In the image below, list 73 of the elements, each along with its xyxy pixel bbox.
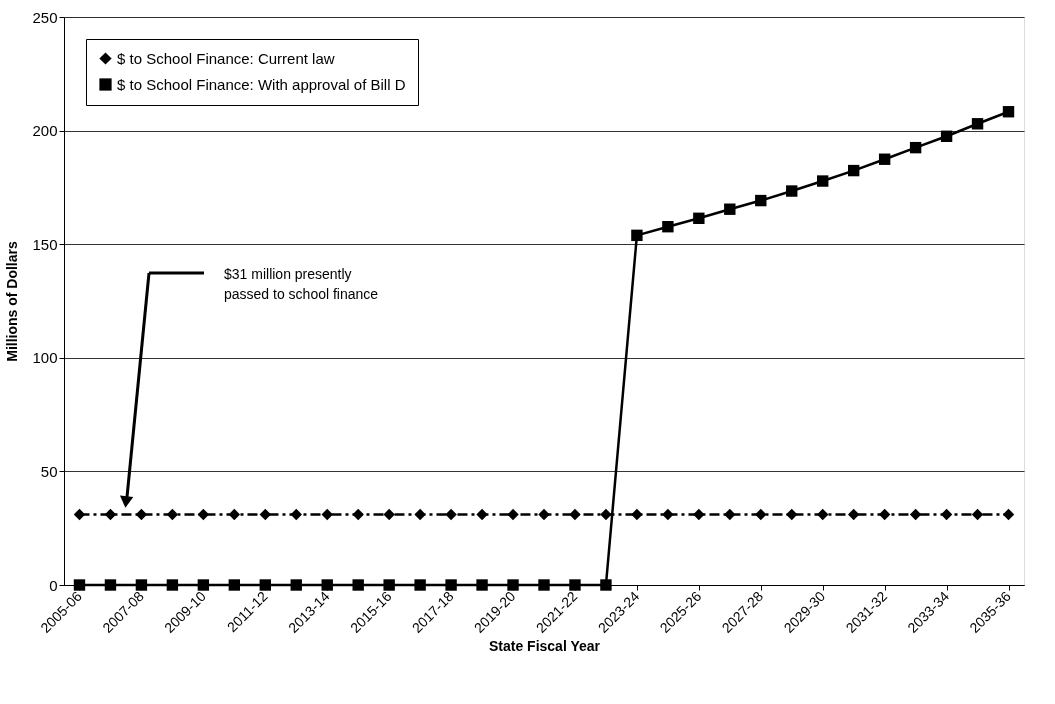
point (569, 508, 581, 521)
point (847, 508, 860, 521)
point (878, 508, 891, 521)
point (321, 508, 333, 521)
point (786, 508, 798, 521)
point (1002, 508, 1015, 521)
point (1002, 106, 1015, 118)
point (940, 130, 953, 142)
point (755, 508, 767, 521)
point (228, 579, 241, 591)
point (817, 508, 829, 521)
point (909, 141, 922, 154)
point (569, 579, 581, 591)
point (197, 579, 210, 591)
point (135, 508, 148, 521)
point (507, 508, 519, 521)
point (662, 221, 674, 233)
point (600, 508, 612, 521)
point (538, 579, 550, 591)
point (104, 579, 117, 591)
point (693, 212, 705, 224)
point (166, 579, 179, 591)
point (321, 579, 333, 591)
point (600, 579, 612, 591)
point (383, 579, 395, 591)
point (507, 579, 519, 591)
point (259, 579, 271, 591)
point (166, 508, 179, 521)
point (197, 508, 210, 521)
point (662, 508, 674, 521)
point (940, 508, 953, 521)
point (971, 508, 984, 521)
point (817, 175, 829, 187)
y-tick-label: 200 (32, 122, 58, 140)
point (352, 579, 364, 591)
y-axis-title: Millions of Dollars (4, 241, 21, 362)
y-tick-label: 0 (49, 576, 58, 594)
point (104, 508, 117, 521)
point (878, 153, 891, 165)
legend-label: $ to School Finance: Current law (117, 49, 335, 67)
y-tick-label: 100 (32, 349, 58, 367)
x-axis-title: State Fiscal Year (488, 637, 601, 654)
point (290, 508, 302, 521)
point (724, 203, 736, 215)
annotation: $31 million presently passed to school finance (224, 266, 379, 302)
point (135, 579, 148, 591)
point (538, 508, 550, 521)
legend-label: $ to School Finance: With approval of Bill D (117, 75, 406, 93)
point (476, 579, 488, 591)
point (383, 508, 395, 521)
point (414, 508, 426, 521)
point (290, 579, 302, 591)
point (631, 508, 643, 521)
point (259, 508, 271, 521)
point (971, 118, 984, 130)
point (631, 229, 643, 242)
point (476, 508, 488, 521)
point (693, 508, 705, 521)
y-tick-label: 250 (32, 8, 58, 26)
point (724, 508, 736, 521)
point (228, 508, 241, 521)
point (352, 508, 364, 521)
point (786, 185, 798, 197)
point (847, 164, 860, 177)
y-tick-label: 150 (32, 235, 58, 253)
point (445, 508, 457, 521)
point (414, 579, 426, 591)
point (445, 579, 457, 591)
y-tick-label: 50 (40, 462, 58, 480)
point (73, 508, 86, 521)
point (73, 579, 86, 591)
point (909, 508, 922, 521)
point (755, 194, 767, 207)
